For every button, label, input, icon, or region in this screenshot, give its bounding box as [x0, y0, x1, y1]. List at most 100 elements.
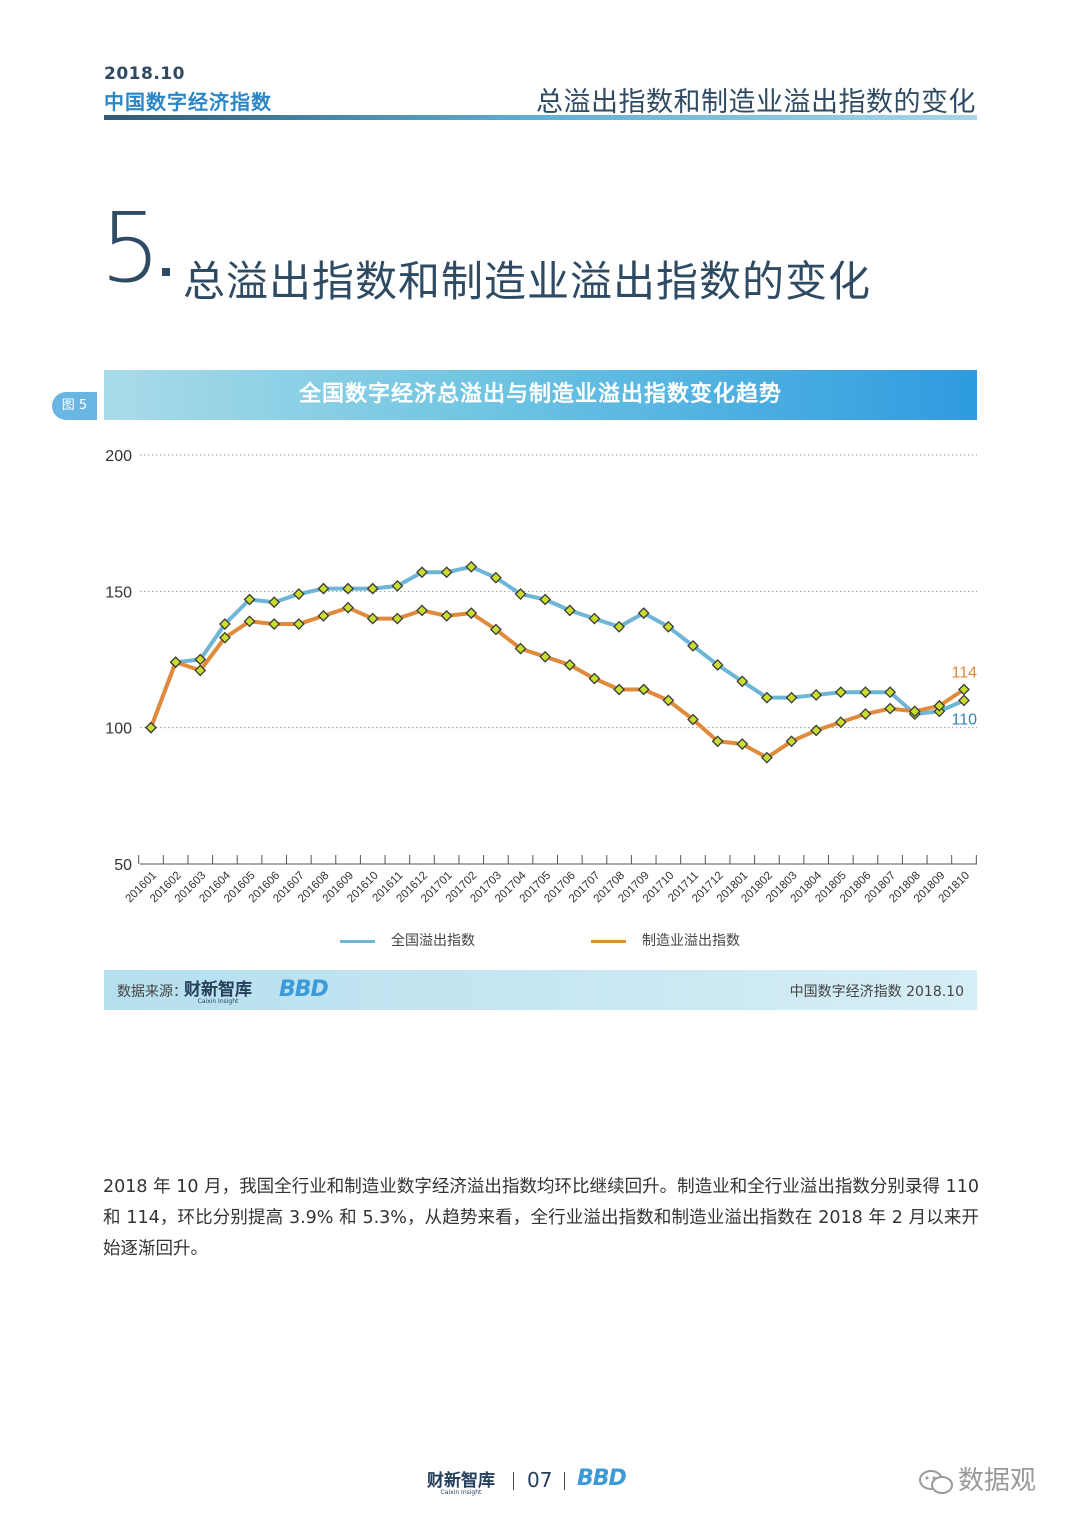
end-label-total: 110 [951, 711, 977, 728]
series-total-point [958, 694, 970, 707]
y-tick-label: 50 [114, 857, 132, 874]
series-total-point [760, 691, 773, 704]
series-mfg-line [149, 605, 966, 760]
page-footer: 财新智库 Caixin Insight 07 BBD [0, 1464, 1080, 1498]
header-date: 2018.10 [104, 64, 185, 84]
y-tick-label: 100 [105, 721, 132, 738]
series-mfg-point [292, 618, 305, 630]
series-total-point [736, 675, 749, 688]
series-mfg-point [243, 615, 256, 628]
legend-swatch-total [340, 939, 375, 943]
series-total-point [465, 560, 478, 573]
series-mfg-point [391, 612, 404, 625]
series-total-point [810, 689, 823, 701]
series-mfg-point [785, 735, 798, 748]
series-mfg-point [884, 702, 897, 715]
legend-swatch-mfg [591, 939, 626, 943]
series-total-point [292, 588, 305, 600]
series-mfg-point [760, 751, 773, 764]
series-mfg-point [169, 656, 182, 669]
series-total-point [662, 620, 675, 633]
series-total-point [785, 691, 798, 704]
series-mfg-point [933, 699, 946, 712]
series-mfg-point [908, 705, 921, 718]
series-mfg-point [859, 708, 872, 720]
series-total-point [218, 618, 231, 630]
series-total-point [687, 639, 699, 652]
section-number: 5 [100, 192, 162, 304]
figure-label: 图 5 [52, 392, 97, 420]
series-mfg-point [465, 607, 478, 620]
section-dot [162, 268, 170, 276]
series-total-point [884, 686, 897, 699]
series-mfg-point [218, 631, 231, 644]
y-tick-label: 200 [105, 448, 132, 465]
series-total-point [342, 582, 355, 595]
legend-label-total: 全国溢出指数 [391, 933, 475, 949]
end-label-mfg: 114 [951, 664, 977, 681]
legend-item-mfg: 制造业溢出指数 [591, 930, 740, 950]
series-total-line [149, 564, 966, 730]
series-total-point [539, 593, 552, 606]
series-total-point [440, 566, 453, 579]
series-mfg-point [539, 650, 552, 663]
header-divider [104, 115, 977, 120]
series-total-point [563, 604, 576, 617]
series-mfg-point [613, 683, 626, 696]
series-mfg-point [834, 716, 847, 729]
series-total-point [514, 588, 527, 600]
body-paragraph: 2018 年 10 月，我国全行业和制造业数字经济溢出指数均环比继续回升。制造业… [103, 1177, 979, 1259]
source-bar: 数据来源： 财新智库 Caixin Insight BBD 中国数字经济指数 2… [104, 970, 977, 1010]
series-total-point [613, 620, 626, 633]
series-total-point [391, 579, 404, 592]
series-mfg-point [268, 618, 281, 630]
series-mfg-point [317, 609, 330, 622]
series-mfg-point [416, 604, 428, 617]
watermark: 数据观 [918, 1460, 1036, 1497]
series-total-point [243, 593, 256, 606]
series-mfg-point [588, 672, 601, 685]
source-label: 数据来源： [117, 984, 187, 1000]
series-mfg-point [637, 683, 650, 696]
footer-divider-right [564, 1472, 565, 1490]
line-chart: 5010015020020160120160220160320160420160… [105, 448, 977, 905]
series-total-point [859, 686, 872, 699]
footer-bbd-logo: BBD [577, 1466, 627, 1491]
caixin-logo-subtext: Caixin Insight [197, 998, 239, 1005]
series-mfg-point [489, 623, 502, 636]
series-total-point [588, 612, 601, 625]
footer-caixin-logo-subtext: Caixin Insight [440, 1489, 482, 1496]
caixin-logo-text: 财新智库 [184, 980, 252, 1000]
series-mfg-point [687, 713, 699, 726]
footer-divider-left [513, 1472, 514, 1490]
watermark-text: 数据观 [958, 1466, 1037, 1496]
page-number: 07 [527, 1468, 553, 1492]
section-title: 总溢出指数和制造业溢出指数的变化 [183, 257, 872, 306]
series-total-point [317, 582, 330, 595]
wechat-icon [919, 1469, 953, 1494]
series-mfg-point [711, 735, 724, 748]
series-total-point [637, 607, 650, 620]
series-mfg-point [958, 683, 970, 696]
header-brand: 中国数字经济指数 [104, 90, 272, 114]
series-mfg-point [145, 721, 157, 734]
legend-label-mfg: 制造业溢出指数 [642, 933, 740, 949]
series-mfg-point [810, 724, 823, 737]
series-mfg-point [366, 612, 379, 625]
series-mfg-point [440, 609, 453, 622]
series-mfg-point [662, 694, 675, 707]
bbd-logo: BBD [279, 977, 329, 1002]
series-total-point [711, 659, 724, 671]
series-mfg-point [736, 738, 749, 750]
series-total-point [268, 596, 281, 609]
series-mfg-point [514, 642, 527, 655]
footer-caixin-logo-text: 财新智库 [427, 1471, 495, 1491]
header-title: 总溢出指数和制造业溢出指数的变化 [536, 87, 976, 118]
series-total-point [489, 571, 502, 584]
source-report-name: 中国数字经济指数 2018.10 [789, 984, 964, 1000]
series-total-point [416, 566, 428, 579]
series-mfg-point [194, 664, 207, 677]
series-mfg-point [563, 659, 576, 671]
y-tick-label: 150 [105, 584, 132, 601]
caixin-logo: 财新智库 Caixin Insight [184, 975, 252, 1005]
